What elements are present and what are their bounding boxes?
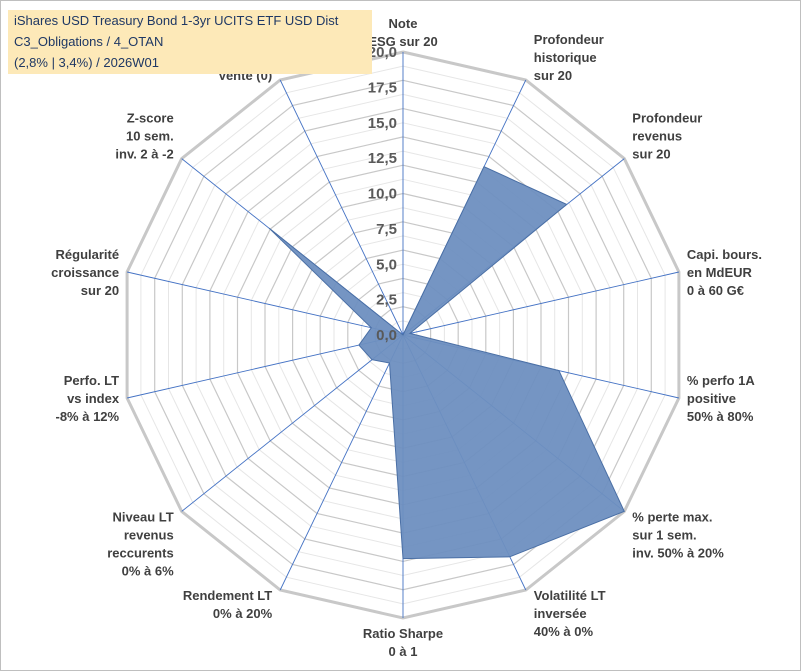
spoke-9 [181,334,404,512]
tick-label-8: 20,0 [368,44,397,61]
axis-label-1-line-0: Profondeur [534,32,604,47]
axis-label-4: % perfo 1A positive 50% à 80% [687,373,756,424]
axis-label-8-line-1: 0% à 20% [213,606,273,621]
spoke-11 [126,271,404,336]
chart-subtitle-category: C3_Obligations / 4_OTAN [14,34,164,49]
axis-label-5-line-0: % perte max. [632,509,712,524]
axis-label-3-line-1: en MdEUR [687,265,753,280]
axis-label-4-line-2: 50% à 80% [687,409,754,424]
radar-axis-labels: Note ESG sur 20 Profondeur historique sur 20… [51,16,762,659]
axis-label-0: Note ESG sur 20 [368,16,437,49]
axis-label-4-line-0: % perfo 1A [687,373,756,388]
chart-title: iShares USD Treasury Bond 1-3yr UCITS ET… [14,13,339,28]
axis-label-12-line-2: inv. 2 à -2 [115,147,173,162]
axis-label-12-line-0: Z-score [127,111,174,126]
axis-label-7-line-0: Ratio Sharpe [363,626,443,641]
axis-label-9-line-2: reccurents [107,545,173,560]
series-area [268,166,625,560]
axis-label-7: Ratio Sharpe 0 à 1 [363,626,443,659]
axis-label-6: Volatilité LT inversée 40% à 0% [534,588,606,639]
axis-label-8-line-0: Rendement LT [183,588,272,603]
chart-subtitle-yield-week: (2,8% | 3,4%) / 2026W01 [14,55,160,70]
tick-label-2: 5,0 [376,256,397,273]
axis-label-5: % perte max. sur 1 sem. inv. 50% à 20% [632,509,724,560]
axis-label-5-line-2: inv. 50% à 20% [632,545,724,560]
axis-label-11-line-2: sur 20 [81,283,119,298]
axis-label-3: Capi. bours. en MdEUR 0 à 60 G€ [687,247,762,298]
axis-label-11: Régularité croissance sur 20 [51,247,119,298]
axis-label-10-line-2: -8% à 12% [56,409,120,424]
axis-label-2-line-0: Profondeur [632,111,702,126]
axis-label-7-line-1: 0 à 1 [389,644,418,659]
spoke-10 [126,334,404,399]
tick-label-5: 12,5 [368,150,397,167]
axis-label-10-line-1: vs index [67,391,120,406]
axis-label-6-line-0: Volatilité LT [534,588,606,603]
tick-label-4: 10,0 [368,186,397,203]
tick-label-3: 7,5 [376,221,397,238]
axis-label-6-line-2: 40% à 0% [534,624,594,639]
axis-label-9-line-3: 0% à 6% [122,563,174,578]
spoke-3 [402,271,680,336]
radar-series [268,166,625,560]
axis-label-8: Rendement LT 0% à 20% [183,588,273,621]
spoke-8 [279,334,404,591]
axis-label-0-line-1: ESG sur 20 [368,34,437,49]
axis-label-12-line-1: 10 sem. [126,129,174,144]
axis-label-2-line-2: sur 20 [632,147,670,162]
axis-label-2: Profondeur revenus sur 20 [632,111,702,162]
axis-label-9-line-1: revenus [124,527,174,542]
tick-label-6: 15,0 [368,115,397,132]
axis-label-5-line-1: sur 1 sem. [632,527,696,542]
axis-label-1-line-2: sur 20 [534,68,572,83]
axis-label-6-line-1: inversée [534,606,587,621]
tick-label-1: 2,5 [376,292,397,309]
tick-label-7: 17,5 [368,79,397,96]
chart-title-box: iShares USD Treasury Bond 1-3yr UCITS ET… [8,10,372,74]
axis-label-9: Niveau LT revenus reccurents 0% à 6% [107,509,174,578]
axis-label-9-line-0: Niveau LT [113,509,174,524]
axis-label-3-line-0: Capi. bours. [687,247,762,262]
axis-label-0-line-0: Note [389,16,418,31]
axis-label-1: Profondeur historique sur 20 [534,32,604,83]
tick-label-0: 0,0 [376,327,397,344]
axis-label-11-line-1: croissance [51,265,119,280]
radar-tick-labels: 0,0 2,5 5,0 7,5 10,0 12,5 15,0 17,5 20,0 [368,44,397,344]
axis-label-11-line-0: Régularité [56,247,120,262]
axis-label-4-line-1: positive [687,391,736,406]
spoke-13 [279,79,404,336]
axis-label-10-line-0: Perfo. LT [64,373,119,388]
axis-label-1-line-1: historique [534,50,597,65]
axis-label-3-line-2: 0 à 60 G€ [687,283,744,298]
axis-label-10: Perfo. LT vs index -8% à 12% [56,373,120,424]
axis-label-2-line-1: revenus [632,129,682,144]
axis-label-12: Z-score 10 sem. inv. 2 à -2 [115,111,173,162]
